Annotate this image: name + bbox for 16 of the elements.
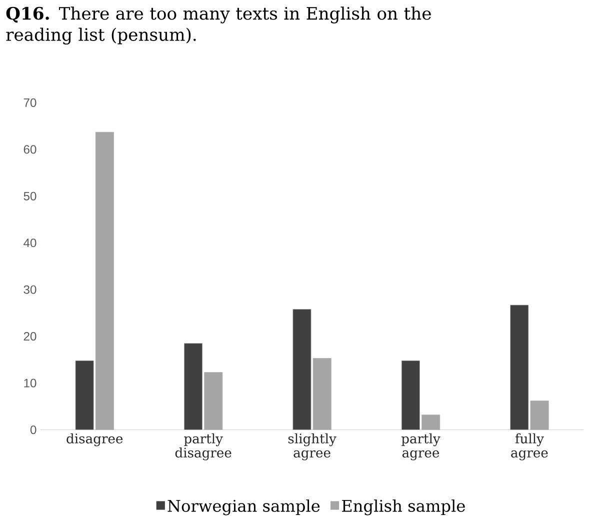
x-tick-label: partly agree: [401, 433, 440, 460]
y-tick-label: 50: [24, 192, 36, 200]
legend-label: English sample: [342, 499, 465, 516]
x-tick-label: partly disagree: [175, 433, 232, 460]
x-tick-label: disagree: [66, 433, 123, 446]
y-tick-label: 60: [24, 144, 36, 154]
legend-label: Norwegian sample: [168, 499, 320, 516]
y-tick-label: 30: [24, 285, 36, 294]
y-tick-label: 20: [24, 332, 36, 340]
x-tick-label: slightly agree: [288, 433, 336, 460]
y-tick-label: 40: [24, 238, 36, 247]
y-tick-label: 10: [24, 378, 36, 388]
x-tick-label: fully agree: [511, 433, 548, 460]
y-tick-label: 0: [30, 425, 36, 434]
chart-title: Q16. There are too many texts in English on the reading list (pensum).: [6, 6, 431, 44]
y-tick-label: 70: [24, 98, 36, 107]
